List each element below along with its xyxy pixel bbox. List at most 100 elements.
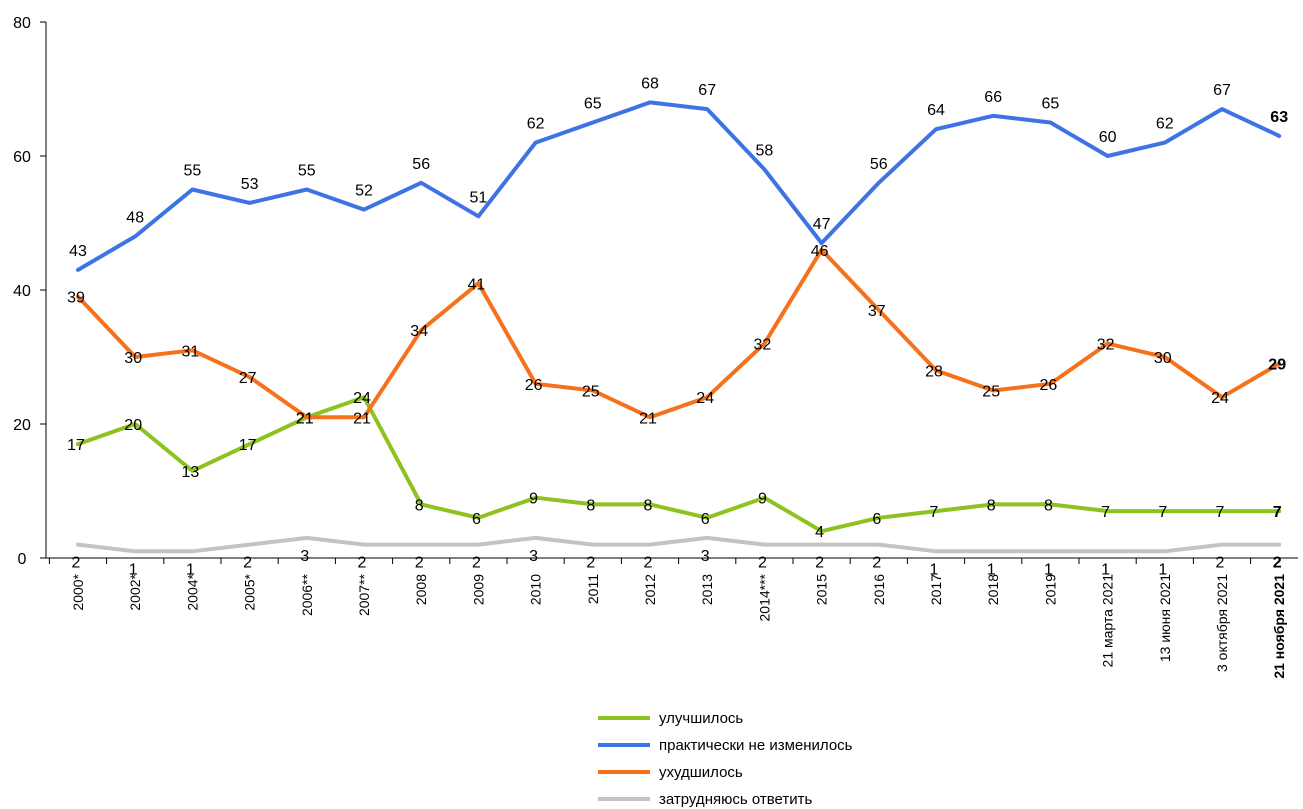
data-label: 26: [525, 377, 543, 394]
data-label: 39: [67, 290, 85, 307]
data-label: 1: [1044, 561, 1053, 578]
data-label: 32: [754, 337, 772, 354]
x-tick-label: 2014***: [756, 573, 772, 621]
x-tick-label: 2018: [985, 574, 1001, 605]
data-label: 2: [415, 555, 424, 572]
data-label: 6: [872, 511, 881, 528]
legend-label-0: улучшилось: [659, 710, 743, 727]
data-label: 21: [353, 410, 371, 427]
series-line-0: [76, 395, 1282, 534]
data-label: 8: [644, 497, 653, 514]
x-tick-label: 2006**: [299, 573, 315, 616]
y-tick-label: 20: [13, 417, 31, 434]
data-label: 48: [126, 209, 144, 226]
legend: улучшилось практически не изменилось ухудш…: [598, 710, 853, 808]
series-line-2: [76, 247, 1282, 420]
x-tick-label: 3 октября 2021: [1214, 574, 1230, 672]
data-label: 2: [644, 555, 653, 572]
legend-label-2: ухудшилось: [659, 764, 743, 781]
y-tick-label: 0: [18, 551, 27, 568]
data-label: 8: [1044, 497, 1053, 514]
data-label: 64: [927, 102, 945, 119]
data-label: 17: [239, 437, 257, 454]
data-label: 24: [696, 390, 714, 407]
data-label: 66: [984, 89, 1002, 106]
data-label: 47: [813, 216, 831, 233]
data-label: 67: [698, 82, 716, 99]
data-label: 9: [758, 491, 767, 508]
data-label: 26: [1040, 377, 1058, 394]
data-label: 67: [1213, 82, 1231, 99]
data-label: 21: [296, 410, 314, 427]
data-label: 7: [1158, 504, 1167, 521]
data-label: 2: [1216, 555, 1225, 572]
data-label: 24: [353, 390, 371, 407]
y-tick-label: 80: [13, 15, 31, 32]
data-label: 21: [296, 410, 314, 427]
data-label: 6: [701, 511, 710, 528]
x-tick-label: 2004*: [184, 573, 200, 610]
data-label: 65: [584, 96, 602, 113]
x-tick-label: 2005*: [242, 573, 258, 610]
data-label: 27: [239, 370, 257, 387]
data-label: 2: [815, 555, 824, 572]
data-label: 65: [1042, 96, 1060, 113]
x-tick-label: 2010: [528, 574, 544, 605]
data-label: 46: [811, 243, 829, 260]
data-label: 3: [529, 548, 538, 565]
data-label: 2: [758, 555, 767, 572]
data-label: 24: [1211, 390, 1229, 407]
data-label: 34: [410, 323, 428, 340]
data-label: 63: [1270, 109, 1288, 126]
data-label: 55: [298, 163, 316, 180]
data-label: 2: [72, 555, 81, 572]
legend-label-1: практически не изменилось: [659, 737, 853, 754]
x-tick-label: 2016: [871, 574, 887, 605]
data-label: 2: [243, 555, 252, 572]
axes: 0 20 40 60 80: [13, 15, 1298, 568]
x-tick-label: 2015: [814, 574, 830, 605]
data-label: 60: [1099, 129, 1117, 146]
data-label: 53: [241, 176, 259, 193]
data-label: 7: [930, 504, 939, 521]
data-label: 8: [586, 497, 595, 514]
data-label: 3: [300, 548, 309, 565]
x-tick-label: 2011: [585, 574, 601, 604]
data-label: 62: [527, 116, 545, 133]
x-tick-label: 2012: [642, 574, 658, 605]
data-label: 25: [982, 384, 1000, 401]
data-label: 1: [186, 561, 195, 578]
data-label: 1: [1101, 561, 1110, 578]
data-label: 21: [639, 410, 657, 427]
data-label: 2: [472, 555, 481, 572]
data-label: 41: [468, 276, 486, 293]
data-label: 2: [872, 555, 881, 572]
series-line-3: [76, 535, 1282, 554]
y-tick-label: 60: [13, 149, 31, 166]
data-label: 43: [69, 243, 87, 260]
x-tick-label: 2013: [699, 574, 715, 605]
data-label: 32: [1097, 337, 1115, 354]
data-label: 1: [129, 561, 138, 578]
data-label: 8: [415, 497, 424, 514]
x-tick-label: 2002*: [127, 573, 143, 610]
data-label: 28: [925, 363, 943, 380]
data-label: 25: [582, 384, 600, 401]
data-label: 1: [930, 561, 939, 578]
x-tick-label: 2007**: [356, 573, 372, 616]
data-label: 52: [355, 183, 373, 200]
data-label: 4: [815, 524, 824, 541]
data-label: 2: [1273, 555, 1282, 572]
data-label: 8: [987, 497, 996, 514]
data-label: 3: [701, 548, 710, 565]
y-tick-label: 40: [13, 283, 31, 300]
x-tick-label: 2008: [413, 574, 429, 605]
x-tick-label: 2000*: [70, 573, 86, 610]
data-label: 7: [1216, 504, 1225, 521]
series-lines: [76, 100, 1282, 554]
x-tick-label: 2009: [470, 574, 486, 605]
data-label: 7: [1101, 504, 1110, 521]
data-label: 30: [1154, 350, 1172, 367]
data-label: 56: [412, 156, 430, 173]
